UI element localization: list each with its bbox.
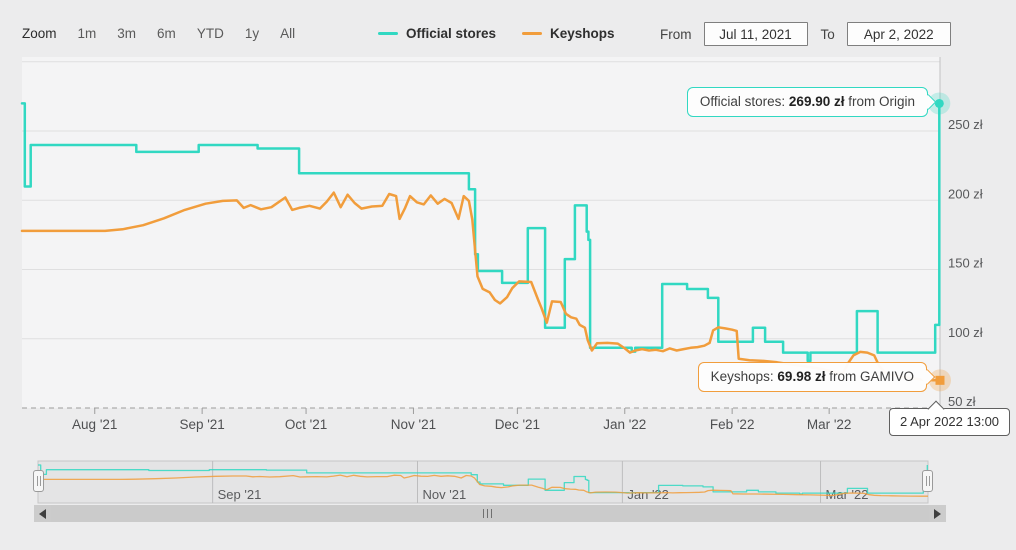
zoom-button-all[interactable]: All [280, 26, 296, 41]
to-date-input[interactable] [846, 22, 951, 46]
legend-label-official-stores: Official stores [406, 26, 497, 41]
crosshair-date-text: 2 Apr 2022 13:00 [900, 414, 1000, 429]
y-axis-label: 50 zł [948, 394, 976, 409]
official-stores-series-icon [378, 31, 398, 36]
official-tooltip-label: Official stores: [699, 94, 786, 109]
gridlines [22, 61, 940, 340]
arrow-right-icon [934, 508, 941, 519]
zoom-button-ytd[interactable]: YTD [196, 26, 224, 41]
official-stores-marker [934, 98, 944, 108]
arrow-left-icon [39, 508, 46, 519]
keyshops-tooltip-value: 69.98 zł [777, 369, 826, 384]
keyshops-tooltip-label: Keyshops: [710, 369, 774, 384]
official-tooltip-value: 269.90 zł [788, 94, 845, 109]
keyshops-series-icon [522, 31, 543, 36]
zoom-button-1y[interactable]: 1y [244, 26, 260, 41]
official-stores-line [20, 102, 941, 363]
navigator-axis-label: Mar '22 [826, 487, 869, 502]
from-date-input[interactable] [703, 22, 808, 46]
to-label: To [820, 26, 835, 42]
official-tooltip-store: from Origin [848, 94, 915, 109]
y-axis-labels: 250 zł 200 zł 150 zł 100 zł 50 zł [948, 117, 983, 409]
official-stores-tooltip: Official stores: 269.90 zł from Origin [686, 87, 936, 117]
x-axis-label: Oct '21 [285, 417, 327, 432]
y-axis-label: 200 zł [948, 186, 983, 201]
zoom-button-3m[interactable]: 3m [117, 26, 137, 41]
x-axis-label: Feb '22 [710, 417, 755, 432]
scrollbar-right-button[interactable] [929, 505, 946, 522]
keyshops-tooltip-store: from GAMIVO [829, 369, 914, 384]
zoom-group-label: Zoom [22, 26, 57, 41]
y-axis-label: 150 zł [948, 256, 983, 271]
x-axis-label: Dec '21 [495, 417, 540, 432]
y-axis-label: 250 zł [948, 117, 983, 132]
zoom-button-1m[interactable]: 1m [77, 26, 97, 41]
zoom-button-group: Zoom 1m 3m 6m YTD 1y All [22, 26, 295, 41]
navigator-axis-label: Sep '21 [218, 487, 262, 502]
zoom-button-6m[interactable]: 6m [157, 26, 176, 41]
legend-label-keyshops: Keyshops [550, 26, 615, 41]
navigator-area[interactable] [37, 460, 929, 504]
crosshair-date-tooltip: 2 Apr 2022 13:00 [889, 400, 1011, 436]
navigator-axis-label: Nov '21 [423, 487, 467, 502]
x-axis-label: Aug '21 [72, 417, 117, 432]
x-axis-labels: Aug '21 Sep '21 Oct '21 Nov '21 Dec '21 Jan '… [72, 408, 851, 432]
y-axis-label: 100 zł [948, 325, 983, 340]
legend-item-official-stores[interactable]: Official stores [378, 26, 496, 41]
navigator-axis-label: Jan '22 [627, 487, 669, 502]
navigator-series-line [38, 464, 928, 495]
x-axis-label: Sep '21 [179, 417, 224, 432]
scrollbar-grip-icon[interactable] [483, 509, 492, 518]
chart-legend: Official stores Keyshops [378, 26, 615, 41]
x-axis-label: Mar '22 [807, 417, 852, 432]
x-axis-label: Jan '22 [603, 417, 646, 432]
keyshops-tooltip: Keyshops: 69.98 zł from GAMIVO [697, 362, 935, 392]
navigator-series-line [38, 474, 928, 497]
from-label: From [660, 26, 692, 42]
x-axis-label: Nov '21 [391, 417, 436, 432]
navigator-right-handle[interactable] [922, 470, 933, 492]
legend-item-keyshops[interactable]: Keyshops [522, 26, 615, 41]
scrollbar-left-button[interactable] [34, 505, 51, 522]
keyshops-marker [935, 375, 945, 385]
date-range-controls: From To [660, 22, 951, 46]
navigator-left-handle[interactable] [33, 470, 44, 492]
scrollbar-track[interactable] [51, 505, 929, 522]
